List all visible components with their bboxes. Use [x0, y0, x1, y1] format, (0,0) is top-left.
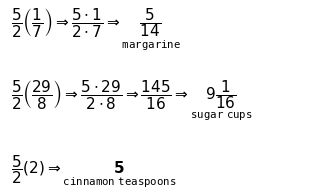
Text: $\dfrac{5}{2}\left(\dfrac{29}{8}\right) \Rightarrow \dfrac{5 \cdot 29}{2 \cdot 8: $\dfrac{5}{2}\left(\dfrac{29}{8}\right) …	[11, 79, 253, 123]
Text: $\dfrac{5}{2}(2) \Rightarrow \underset{\mathtt{cinnamon\ teaspoons}}{\mathbf{5}}: $\dfrac{5}{2}(2) \Rightarrow \underset{\…	[11, 153, 177, 189]
Text: $\dfrac{5}{2}\left(\dfrac{1}{7}\right) \Rightarrow \dfrac{5 \cdot 1}{2 \cdot 7} : $\dfrac{5}{2}\left(\dfrac{1}{7}\right) \…	[11, 7, 181, 53]
